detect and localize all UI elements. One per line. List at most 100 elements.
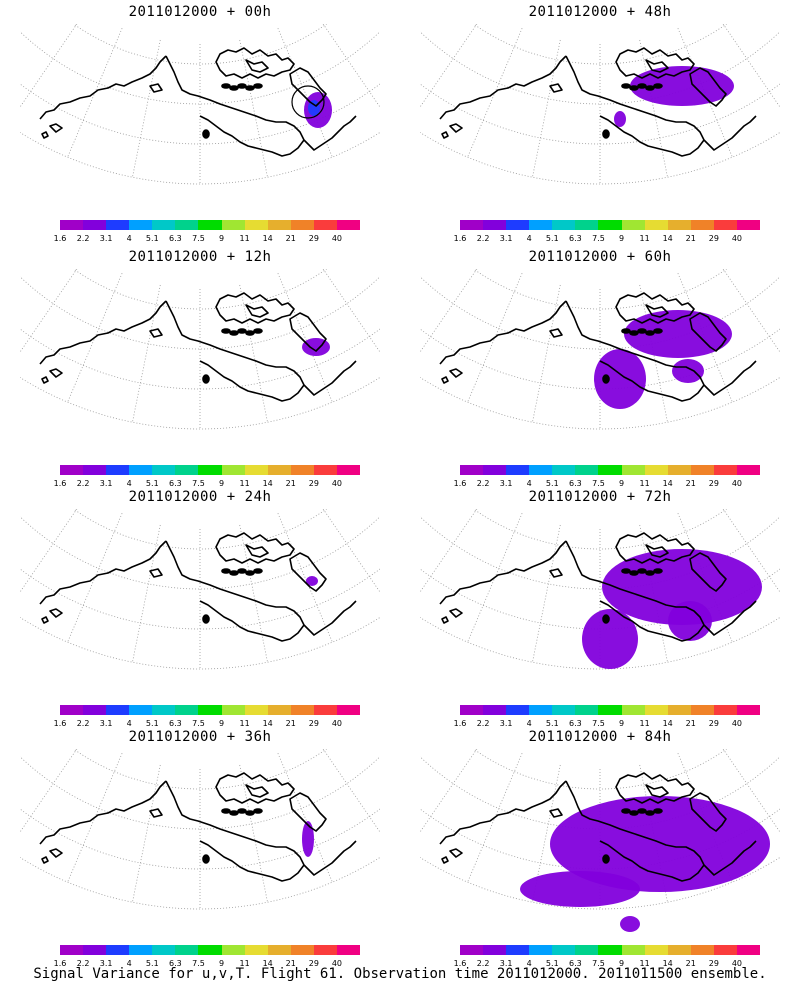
- colorbar-swatch: [644, 220, 668, 230]
- colorbar-label: 2.2: [76, 959, 90, 968]
- colorbar-label: 21: [685, 479, 696, 488]
- colorbar-swatch: [667, 220, 691, 230]
- colorbar-swatch: [129, 465, 153, 475]
- colorbar-swatch: [690, 220, 714, 230]
- colorbar-label: 5.1: [145, 959, 159, 968]
- colorbar-label: 4: [126, 959, 132, 968]
- colorbar-label: 9: [618, 959, 625, 968]
- colorbar-swatch: [83, 705, 107, 715]
- colorbar-label: 2.2: [476, 719, 490, 728]
- variance-region: [620, 916, 640, 932]
- colorbar-swatch: [152, 945, 176, 955]
- colorbar-label: 6.3: [569, 234, 582, 243]
- colorbar-swatch: [244, 705, 268, 715]
- colorbar-swatch: [290, 945, 314, 955]
- colorbar-label: 7.5: [192, 479, 205, 488]
- colorbar-label: 3.1: [499, 719, 513, 728]
- colorbar-swatch: [198, 220, 222, 230]
- panel-title: 2011012000 + 48h: [528, 4, 672, 20]
- map-panel: 2011012000 + 48h 1.6 2.2 3.1 4 5.1 6.3 7.5 9 11 14…: [420, 0, 780, 243]
- colorbar-label: 9: [218, 479, 225, 488]
- colorbar-label: 4: [526, 479, 532, 488]
- colorbar-label: 4: [526, 719, 532, 728]
- colorbar-swatch: [290, 220, 314, 230]
- polar-map: [420, 24, 780, 185]
- polar-map: [420, 749, 780, 932]
- colorbar-swatch: [736, 465, 761, 475]
- colorbar-label: 21: [685, 719, 696, 728]
- colorbar-label: 9: [618, 234, 625, 243]
- polar-map: [420, 509, 780, 670]
- variance-region: [624, 310, 732, 358]
- colorbar-label: 14: [262, 479, 273, 488]
- variance-region: [582, 609, 638, 669]
- colorbar-label: 2.2: [476, 234, 490, 243]
- colorbar-labels: 1.6 2.2 3.1 4 5.1 6.3 7.5 9 11 14 21 29 40: [54, 959, 360, 969]
- colorbar: [460, 220, 761, 230]
- map-panel: 2011012000 + 60h 1.6 2.2 3.1 4 5.1 6.3 7.5 9 11 14…: [420, 245, 780, 488]
- colorbar: [460, 945, 761, 955]
- variance-region: [520, 871, 640, 907]
- colorbar-label: 9: [218, 234, 225, 243]
- colorbar-swatch: [690, 705, 714, 715]
- observation-marker: [291, 85, 325, 119]
- colorbar-swatch: [175, 465, 199, 475]
- colorbar-label: 3.1: [499, 479, 513, 488]
- colorbar-swatch: [267, 945, 291, 955]
- coastline: [39, 292, 357, 402]
- colorbar-swatch: [529, 465, 553, 475]
- colorbar-label: 14: [662, 719, 673, 728]
- colorbar-label: 29: [308, 719, 319, 728]
- colorbar-swatch: [483, 705, 507, 715]
- coastline: [39, 772, 357, 882]
- colorbar-labels: 1.6 2.2 3.1 4 5.1 6.3 7.5 9 11 14 21 29 40: [454, 719, 760, 729]
- colorbar: [60, 220, 361, 230]
- panel-title: 2011012000 + 84h: [528, 729, 672, 745]
- coastline: [439, 772, 757, 882]
- colorbar-swatch: [313, 945, 337, 955]
- variance-region: [630, 66, 734, 106]
- colorbar-label: 2.2: [76, 479, 90, 488]
- colorbar-swatch: [221, 705, 245, 715]
- colorbar-swatch: [244, 945, 268, 955]
- panel-title: 2011012000 + 60h: [528, 249, 672, 265]
- coastline: [439, 292, 757, 402]
- colorbar-labels: 1.6 2.2 3.1 4 5.1 6.3 7.5 9 11 14 21 29 40: [54, 479, 360, 489]
- colorbar-label: 14: [262, 959, 273, 968]
- colorbar-label: 7.5: [592, 959, 605, 968]
- colorbar-labels: 1.6 2.2 3.1 4 5.1 6.3 7.5 9 11 14 21 29 40: [454, 234, 760, 244]
- variance-region: [602, 549, 762, 625]
- panel-title: 2011012000 + 72h: [528, 489, 672, 505]
- colorbar-label: 14: [662, 234, 673, 243]
- variance-region: [306, 576, 318, 586]
- colorbar-swatch: [621, 465, 645, 475]
- colorbar-labels: 1.6 2.2 3.1 4 5.1 6.3 7.5 9 11 14 21 29 40: [454, 959, 760, 969]
- colorbar-label: 4: [526, 234, 532, 243]
- panel-title: 2011012000 + 24h: [128, 489, 272, 505]
- colorbar-swatch: [552, 220, 576, 230]
- map-panel: 2011012000 + 72h 1.6 2.2 3.1 4 5.1 6.3 7.5 9 11 14…: [420, 485, 780, 728]
- colorbar-label: 29: [308, 234, 319, 243]
- colorbar-label: 40: [331, 479, 343, 488]
- colorbar-label: 3.1: [99, 959, 113, 968]
- colorbar-swatch: [60, 705, 84, 715]
- colorbar-swatch: [460, 465, 484, 475]
- colorbar-label: 6.3: [569, 719, 582, 728]
- figure-caption: Signal Variance for u,v,T. Flight 61. Ob…: [33, 966, 767, 982]
- colorbar-label: 11: [239, 959, 250, 968]
- colorbar-label: 40: [731, 959, 743, 968]
- colorbar-swatch: [713, 705, 737, 715]
- colorbar-label: 1.6: [453, 719, 467, 728]
- colorbar-swatch: [483, 220, 507, 230]
- colorbar-label: 1.6: [453, 479, 467, 488]
- colorbar-swatch: [267, 220, 291, 230]
- map-panel: 2011012000 + 84h 1.6 2.2 3.1 4 5.1 6.3 7.5 9 11 14…: [420, 725, 780, 968]
- colorbar-swatch: [106, 945, 130, 955]
- graticule: [20, 749, 380, 910]
- colorbar-label: 40: [731, 479, 743, 488]
- colorbar-swatch: [198, 465, 222, 475]
- colorbar-swatch: [483, 945, 507, 955]
- colorbar-swatch: [529, 220, 553, 230]
- colorbar-swatch: [60, 220, 84, 230]
- map-panel: 2011012000 + 00h 1.6 2.2 3.1 4 5.1 6.3 7.5 9 11 14…: [20, 0, 380, 243]
